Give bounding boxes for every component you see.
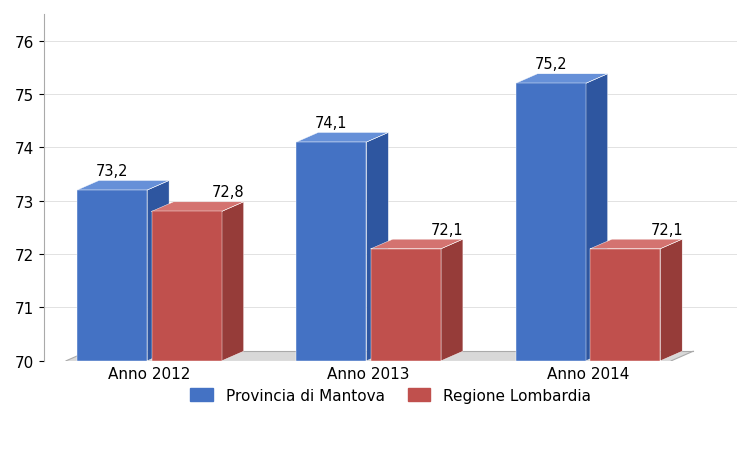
Polygon shape: [660, 239, 682, 361]
Text: 73,2: 73,2: [96, 163, 129, 179]
Text: 72,8: 72,8: [212, 185, 244, 200]
Polygon shape: [222, 202, 244, 361]
Polygon shape: [516, 74, 608, 84]
Polygon shape: [586, 74, 608, 361]
Bar: [77, 191, 147, 361]
Bar: [296, 143, 366, 361]
Polygon shape: [152, 202, 244, 212]
Polygon shape: [296, 133, 388, 143]
Text: 72,1: 72,1: [431, 222, 464, 237]
Text: 74,1: 74,1: [315, 115, 347, 130]
Polygon shape: [147, 181, 169, 361]
Polygon shape: [371, 239, 463, 249]
Text: 72,1: 72,1: [650, 222, 683, 237]
Polygon shape: [441, 239, 463, 361]
Legend: Provincia di Mantova, Regione Lombardia: Provincia di Mantova, Regione Lombardia: [184, 382, 597, 409]
Polygon shape: [66, 351, 693, 361]
Bar: [371, 249, 441, 361]
Bar: [516, 84, 586, 361]
Bar: [152, 212, 222, 361]
Polygon shape: [366, 133, 388, 361]
Bar: [590, 249, 660, 361]
Text: 75,2: 75,2: [535, 57, 567, 72]
Polygon shape: [590, 239, 682, 249]
Polygon shape: [77, 181, 169, 191]
